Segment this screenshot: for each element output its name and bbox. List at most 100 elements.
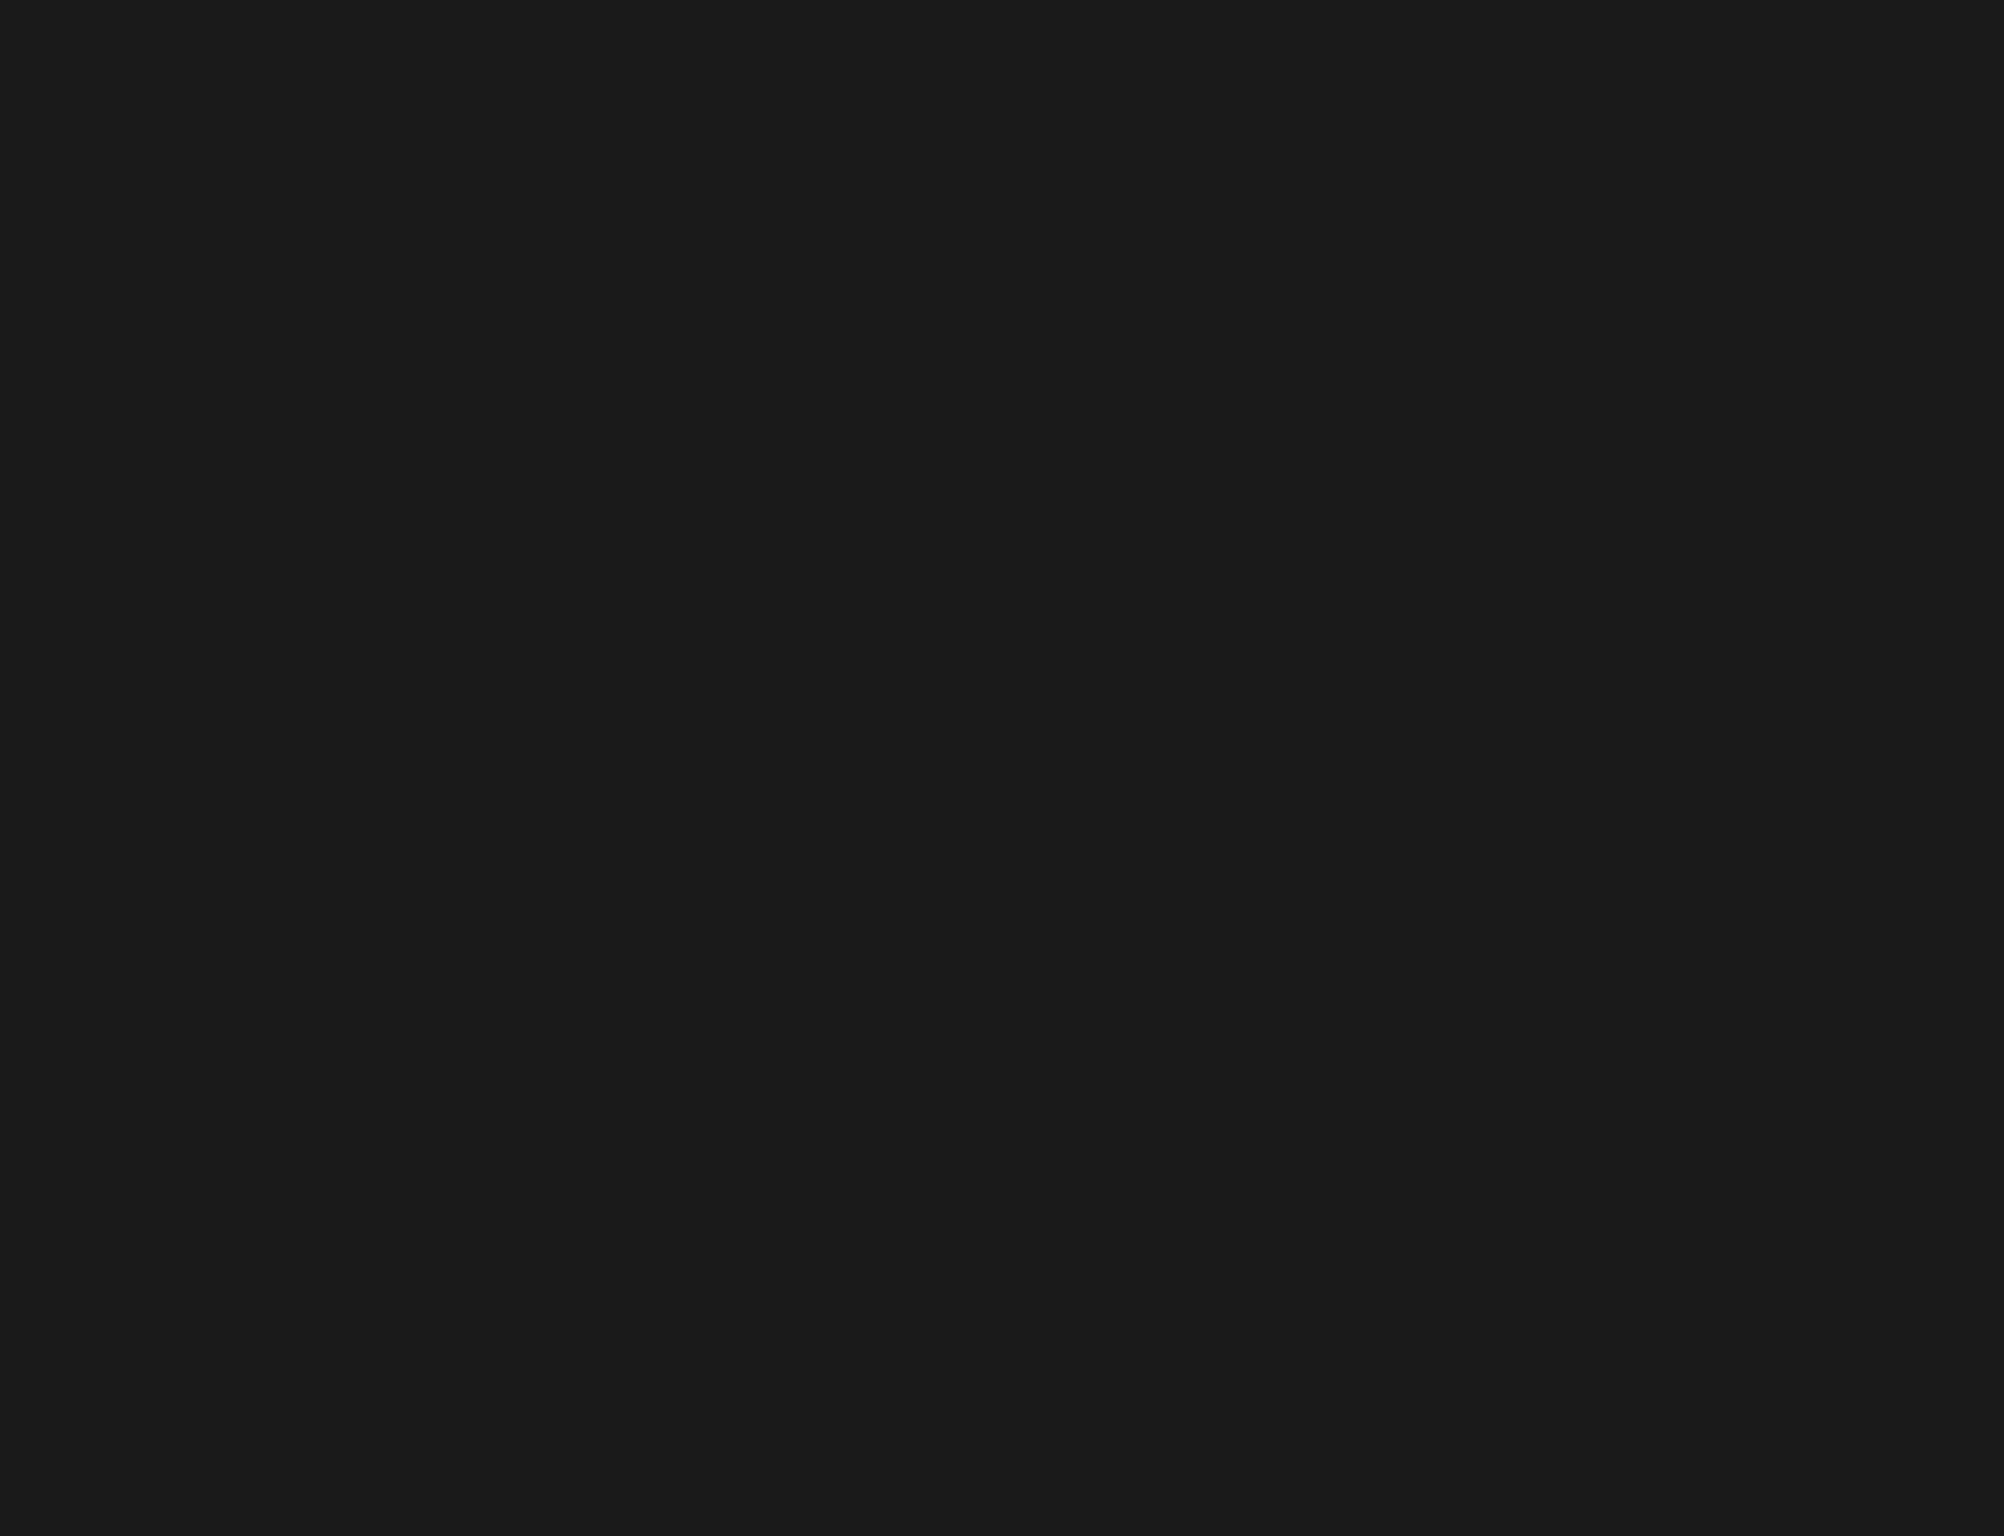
Text: Heste:: Heste: [88,255,124,264]
Text: Havre: Havre [641,370,671,378]
Text: 9: 9 [261,147,269,160]
Text: udfylde de Huset vedkommende Schemaer saa betimeligt, at de: udfylde de Huset vedkommende Schemaer sa… [343,1316,667,1326]
Text: angivne: angivne [1076,547,1116,556]
Text: Ialt Heste: Ialt Heste [214,392,263,401]
Text: Kr. sands: Kr. sands [1076,118,1132,131]
Text: paa Schemaet med: paa Schemaet med [1417,797,1509,805]
Text: styrer o. s. v.; der maa tilføies, om det er Maskinværksted, Papirafbrik,: styrer o. s. v.; der maa tilføies, om de… [1076,1046,1407,1055]
Text: end Poteter ¹):: end Poteter ¹): [641,598,711,607]
Text: Videre bemærkes:: Videre bemærkes: [1076,662,1174,671]
Text: medregnes Værelser til Tyende og til Logerende samt Værelser, der, foruden: medregnes Værelser til Tyende og til Log… [1076,585,1433,594]
Text: 1—2  —  . . . .: 1—2 — . . . . [96,574,158,584]
Text: og: og [1361,892,1379,902]
Text: Regler til Iagttagelse ved Schemaernes Udfyldning.: Regler til Iagttagelse ved Schemaernes U… [1337,212,1661,223]
Text: Erter . . . . . . . . . . «: Erter . . . . . . . . . . « [641,461,735,470]
Text: Lørdag 3die Januar 1891.: Lørdag 3die Januar 1891. [505,1342,647,1352]
Text: Intet: Intet [431,212,463,226]
Text: I Schemaets 2den Afdeling (litr. b) opføres i 1ste Rubrik et Ettal for: I Schemaets 2den Afdeling (litr. b) opfø… [1076,508,1403,518]
Text: at: at [1076,604,1086,613]
Text: ter, Skoleelever), der for Afreisen opsagde sit Logis, men om hvem det: ter, Skoleelever), der for Afreisen opsa… [1076,759,1405,766]
Text: Græsfrø . . . . . Kg.: Græsfrø . . . . . Kg. [641,551,729,561]
Text: . . . . . . . . . . . . . . Ar: . . . . . . . . . . . . . . Ar [641,621,735,630]
Text: Ialt Storafæ: Ialt Storafæ [186,621,244,630]
Text: over 1  —  . . . .: over 1 — . . . . [431,507,499,516]
Text: over 1  —  . . . .: over 1 — . . . . [431,370,499,378]
Text: Vikker  . . . . . . . . «: Vikker . . . . . . . . « [641,507,731,516]
Text: « Grønfoder . «: « Grønfoder . « [641,415,713,424]
Text: . . . . . . . . . . . . . . —: . . . . . . . . . . . . . . — [641,667,735,674]
Text: hver: hver [1076,527,1100,536]
Text: Dette gjælder ogsaa for Husmødre og voxne Børn, forsaavidt de have: Dette gjælder ogsaa for Husmødre og voxn… [1076,912,1399,920]
Text: Rug  . . . . . . . . . . «: Rug . . . . . . . . . . « [641,278,731,287]
Text: I Opgaven over det Antal Værelser, hver Bekvemmelighed indeholder,: I Opgaven over det Antal Værelser, hver … [1076,565,1413,574]
Text: 3—5  —  . . . .: 3—5 — . . . . [96,324,158,333]
Text: Vend!: Vend! [1888,1458,1922,1467]
Text: levende: levende [1116,432,1162,441]
Text: Kjøkkenhavevæxter:  Antal Ar (= ¹⁄₁₀ Maal) dertil anvendt . . . . . .: Kjøkkenhavevæxter: Antal Ar (= ¹⁄₁₀ Maal… [88,1040,401,1049]
Text: Familiens Bord) betragtes hver som udgjørende en Husholdning og: Familiens Bord) betragtes hver som udgjø… [1076,450,1401,459]
Text: Personer, der ere fraværende i Besøg andetsteds i samme By, medregnes: Personer, der ere fraværende i Besøg and… [1076,682,1429,690]
Text: Næringsveiens eller Erhvervets Art maa: Næringsveiens eller Erhvervets Art maa [1076,892,1279,902]
Text: Rensdyr:: Rensdyr: [425,461,475,470]
Text: over 16 —  . . . .: over 16 — . . . . [96,370,170,378]
Text: ere færdige til Afhentning: ere færdige til Afhentning [359,1342,505,1352]
Text: Oplysninger vedrørende samme Bekvemmelighed.: Oplysninger vedrørende samme Bekvemmelig… [1116,547,1353,556]
Text: ¹) Specificeres med Angivelse af det Antal Ar (= ¹⁄₁₀ Maal), der til hvert Slags: ¹) Specificeres med Angivelse af det Ant… [102,1207,449,1217]
Text: By.  Tællingskreds No.: By. Tællingskreds No. [449,118,567,127]
Text: Rubrik tilhøire: de til Husholdningen hørende Personsedlers Numere,: Rubrik tilhøire: de til Husholdningen hø… [1110,335,1437,344]
Text: og som midlertidigt fraværende der, hvor de sædvangligtvis bo.: og som midlertidigt fraværende der, hvor… [1076,720,1373,728]
Text: I Schemaets 1ste Afdeling (litr. a) opføres for hver: I Schemaets 1ste Afdeling (litr. a) opfø… [1076,296,1325,306]
Text: ner de i Schemaet opførte Rubriker efter den Tilstand, som fandt Sted: ner de i Schemaet opførte Rubriker efter… [1076,854,1405,863]
Text: vides, at de efter Ferierne vilde komme tilbage til Byen.: vides, at de efter Ferierne vilde komme … [1076,777,1337,786]
Text: Andre Rodfrugter: Andre Rodfrugter [641,574,725,584]
Text: Schema 3.  Opgave over Kreaturhold, Udsæd m. m.: Schema 3. Opgave over Kreaturhold, Udsæd… [317,86,693,100]
Text: Ubeboet: Ubeboet [1379,797,1421,805]
Text: af de i Schema 1 medregnede Perso-: af de i Schema 1 medregnede Perso- [1295,836,1467,843]
Text: om Beboelsesforholdene i Huset.: om Beboelsesforholdene i Huset. [1076,278,1240,287]
Text: benyttes ved Erhvervet.  De udelukkende til: benyttes ved Erhvervet. De udelukkende t… [1261,604,1467,613]
Text: beboet Bekvemmelighed og i de følgende Rubriker tilhøire de i Schemaet: beboet Bekvemmelighed og i de følgende R… [1100,527,1443,536]
Text: Rubriker: Antallet af de til samme hørende Personer, fordelte: Rubriker: Antallet af de til samme høren… [1150,393,1437,402]
Text: 1—3  —  . . . .: 1—3 — . . . . [96,301,158,310]
Text: en Fortegnelse over de i samme: en Fortegnelse over de i samme [1283,240,1435,249]
Text: over 2  —  . . . .: over 2 — . . . . [96,598,166,607]
Text: Vestre Strand: Vestre Strand [1076,174,1158,186]
Text: Gjeder:: Gjeder: [425,324,467,333]
Text: efter Kjøn.: efter Kjøn. [1076,412,1148,421]
Text: i de: i de [1076,393,1096,402]
Text: Ved Huse, der ere ubeboede, skrives følgende Ord:: Ved Huse, der ere ubeboede, skrives følg… [1076,797,1329,805]
Text: Forholdets Beskaffenhed angives.: Forholdets Beskaffenhed angives. [1076,1161,1234,1170]
Text: følgende: følgende [1104,393,1150,402]
Text: For Haandværkere og andre Industridrivende maa anføres, hvad: For Haandværkere og andre Industridriven… [1076,1008,1393,1017]
Text: ved Årsskiftet.: ved Årsskiftet. [1076,874,1144,882]
Text: under 1 Aar . . . .: under 1 Aar . . . . [431,484,509,493]
Text: under 1 Aar . . . .: under 1 Aar . . . . [431,415,509,424]
Text: Kalkuner . . . . . . . .: Kalkuner . . . . . . . . [425,598,513,607]
Text: Folketaløling for Kongeriget Norge 1ste Januar 1891.: Folketaløling for Kongeriget Norge 1ste … [1293,86,1705,100]
Text: Teglvæk o. l.  Det bør udtrykkeligt angives, om Nogen er Mester, Svend: Teglvæk o. l. Det bør udtrykkeligt angiv… [1076,1066,1409,1074]
Text: For Arbeidere og Dagarbeidere tilføjes til enhver Bedrift, i hvilken de: For Arbeidere og Dagarbeidere tilføjes t… [1076,1181,1411,1189]
Text: under 1 Aar . . . .: under 1 Aar . . . . [96,551,176,561]
Text: bødere: bødere [1423,1104,1455,1112]
Text: opføres, saafremt de ikke have leiet egen Bekvemmelighed, umiddel-: opføres, saafremt de ikke have leiet ege… [1076,470,1409,479]
Text: Tyre og Oxer: Tyre og Oxer [106,688,166,697]
Text: under 1 Aar . . . .: under 1 Aar . . . . [96,278,176,287]
Text: gamle vare:: gamle vare: [96,438,152,447]
Text: hvorved iagttages, at Logerende, der spise Middag ved Familiens: hvorved iagttages, at Logerende, der spi… [1076,355,1405,364]
Text: For Logerende og Besøgende maa ligeledes Næringsvein opgives.: For Logerende og Besøgende maa ligeledes… [1076,989,1395,997]
Text: eller Dreng.: eller Dreng. [1076,1084,1132,1094]
Text: Kr. sands: Kr. sands [92,118,146,131]
Text: Blandkorn . . . . . «: Blandkorn . . . . . « [641,347,729,356]
Text: Poteter . . . . . . . . «: Poteter . . . . . . . . « [641,530,733,538]
Text: V: V [1874,141,1888,160]
Text: specielt betegnes: specielt betegnes [1385,892,1473,902]
Text: Storfæ:: Storfæ: [88,530,128,538]
Text: 38: 38 [806,118,822,131]
Text: i: i [1076,316,1082,326]
Text: By.  Schema I.  Husliste No.: By. Schema I. Husliste No. [1387,118,1533,127]
Text: Udsæd i Aaret 1890.: Udsæd i Aaret 1890. [717,238,828,247]
Text: Af de over 2 Aar: Af de over 2 Aar [88,644,162,653]
Text: Husliste No.: Husliste No. [82,147,148,157]
Text: For Fuldmægtige, Kontorister, Opsynsmænd, Maskinister, Fyr: For Fuldmægtige, Kontorister, Opsynsmænd… [1076,1104,1377,1112]
Text: under 1 Aar . . . .: under 1 Aar . . . . [431,347,509,356]
